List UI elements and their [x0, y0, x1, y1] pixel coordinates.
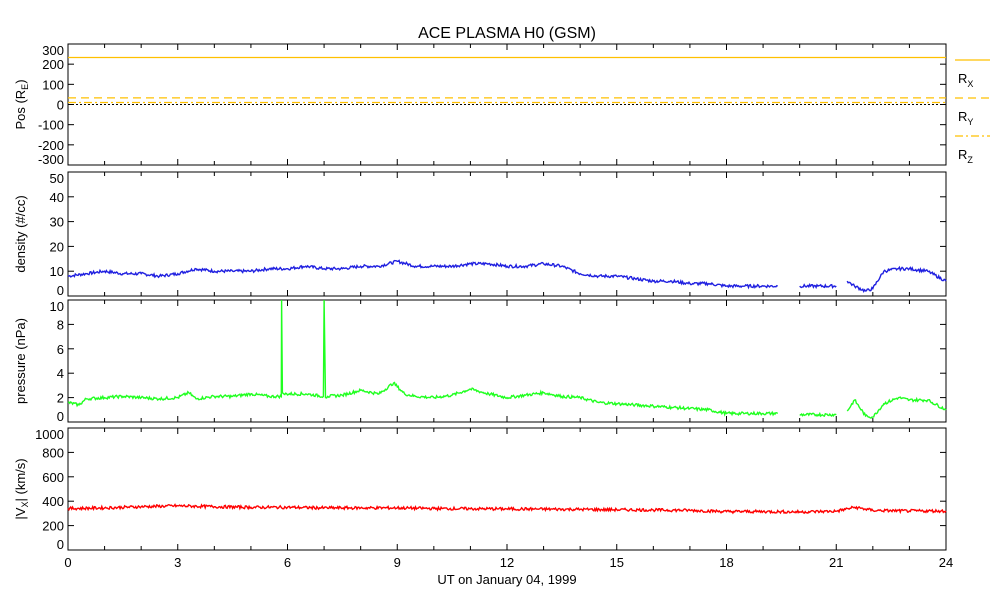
x-tick-label: 3 — [174, 555, 181, 570]
legend-label-ry: RY — [958, 109, 973, 127]
x-tick-label: 21 — [829, 555, 843, 570]
panel-frame — [67, 427, 947, 551]
y-axis-label: density (#/cc) — [13, 195, 28, 272]
y-tick-label: 400 — [42, 494, 64, 509]
series-line — [67, 259, 947, 293]
panel-frame — [67, 171, 947, 297]
y-axis-label: pressure (nPa) — [13, 318, 28, 404]
x-tick-label: 9 — [394, 555, 401, 570]
x-tick-label: 15 — [610, 555, 624, 570]
legend-label-rz: RZ — [958, 147, 973, 165]
legend-label-rx: RX — [958, 71, 973, 89]
y-tick-label: 200 — [42, 57, 64, 72]
y-tick-label: 300 — [42, 43, 64, 58]
y-tick-label: 1000 — [35, 427, 64, 442]
x-tick-label: 6 — [284, 555, 291, 570]
y-tick-label: 0 — [57, 537, 64, 552]
series-line — [67, 299, 947, 419]
y-tick-label: 0 — [57, 98, 64, 113]
y-tick-label: 600 — [42, 470, 64, 485]
y-tick-label: 0 — [57, 409, 64, 424]
panel-frame — [67, 299, 947, 423]
y-tick-label: 800 — [42, 445, 64, 460]
y-tick-label: 20 — [50, 239, 64, 254]
y-tick-label: 4 — [57, 366, 64, 381]
panel-frame — [67, 43, 947, 166]
y-axis-label: |VX| (km/s) — [13, 458, 30, 519]
y-tick-label: 6 — [57, 342, 64, 357]
series-line — [67, 503, 947, 515]
y-tick-label: -100 — [38, 118, 64, 133]
y-tick-label: -300 — [38, 152, 64, 167]
y-tick-label: 30 — [50, 215, 64, 230]
x-tick-label: 24 — [939, 555, 953, 570]
y-tick-label: 100 — [42, 77, 64, 92]
x-tick-label: 18 — [719, 555, 733, 570]
y-tick-label: 10 — [50, 299, 64, 314]
y-tick-label: 8 — [57, 317, 64, 332]
y-axis-label: Pos (RE) — [13, 79, 30, 129]
y-tick-label: -200 — [38, 138, 64, 153]
x-tick-label: 0 — [64, 555, 71, 570]
x-axis-label: UT on January 04, 1999 — [437, 572, 576, 587]
y-tick-label: 2 — [57, 391, 64, 406]
y-tick-label: 40 — [50, 190, 64, 205]
y-tick-label: 200 — [42, 519, 64, 534]
x-tick-label: 12 — [500, 555, 514, 570]
panel-3: 1000 800 600 400 200 0 |VX| (km/s) — [13, 427, 947, 552]
chart-title: ACE PLASMA H0 (GSM) — [418, 25, 596, 42]
y-tick-label: 50 — [50, 171, 64, 186]
y-tick-label: 10 — [50, 264, 64, 279]
panel-1: 50 40 30 20 10 0 density (#/cc) — [13, 171, 947, 298]
y-tick-label: 0 — [57, 283, 64, 298]
panel-2: 10 8 6 4 2 0 pressure (nPa) — [13, 299, 947, 424]
